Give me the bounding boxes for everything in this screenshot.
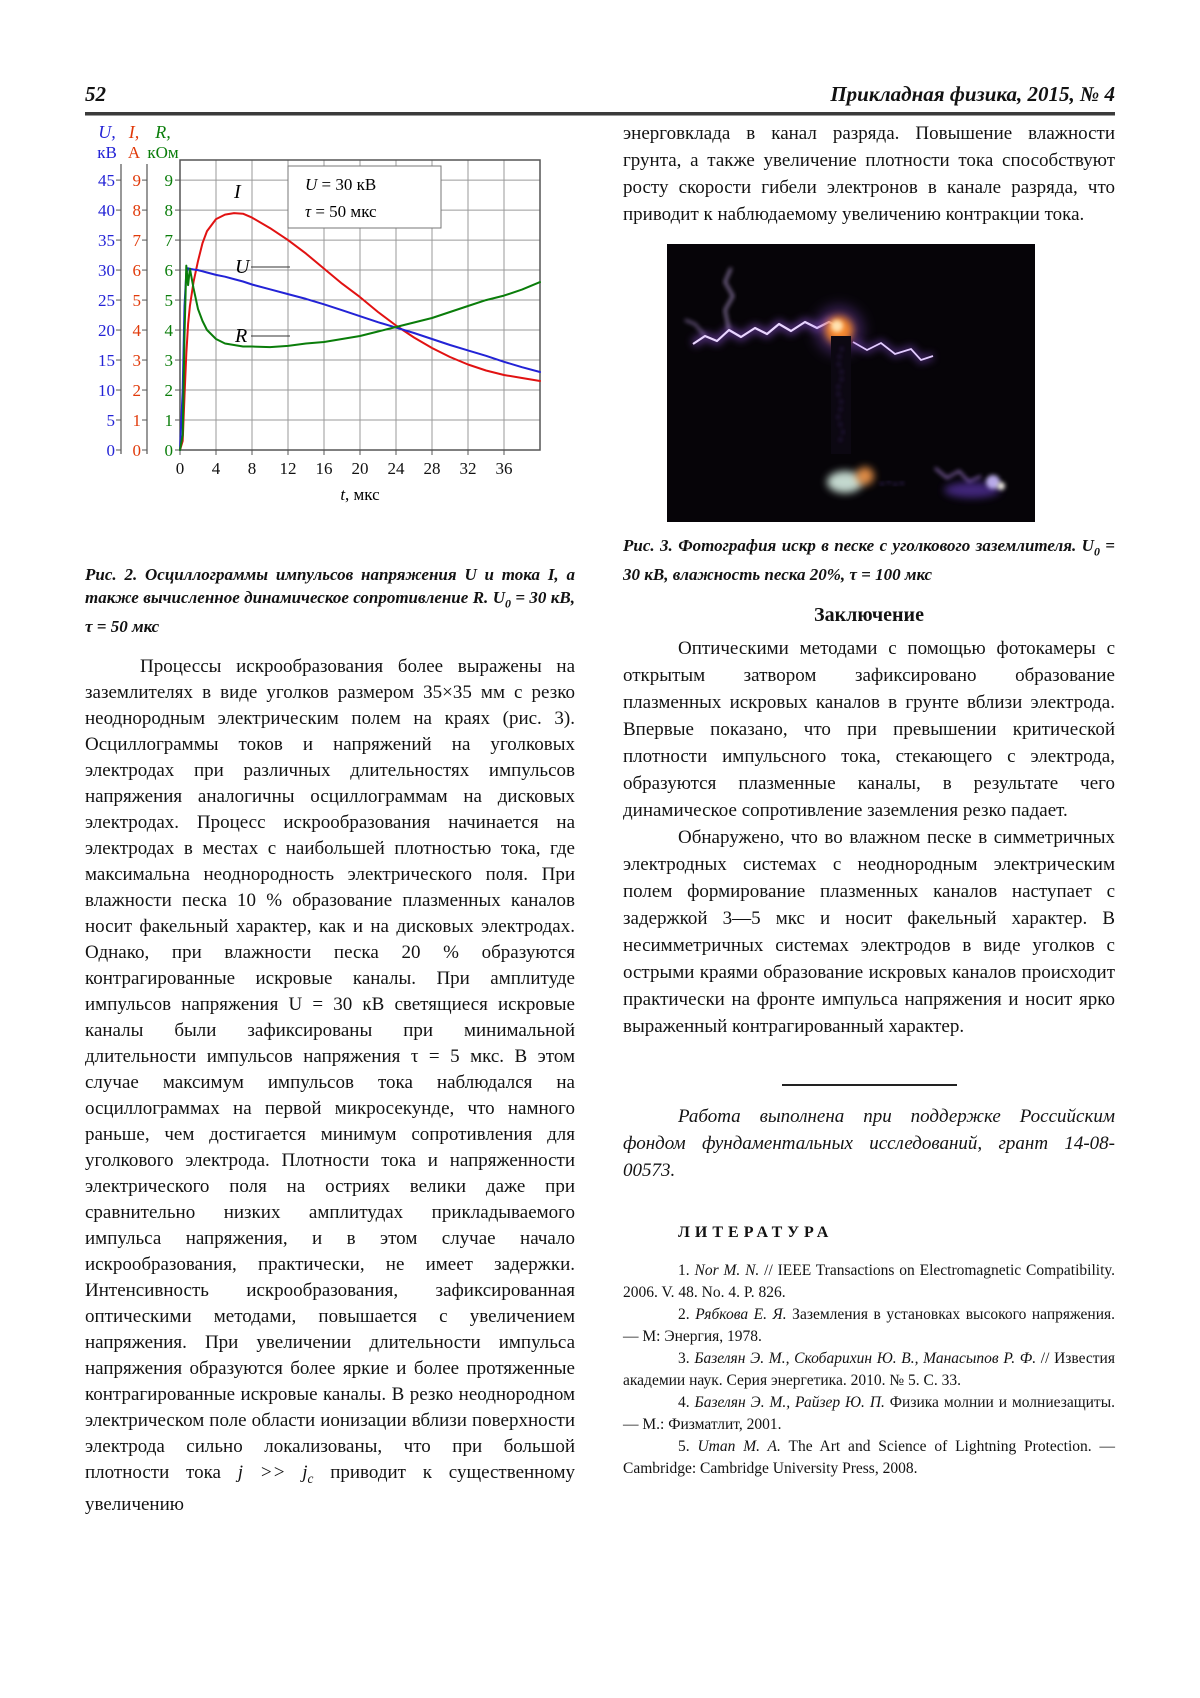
x-tick-label: 36 (496, 459, 513, 478)
figure3-photo-svg (667, 244, 1035, 522)
curve-label-i: I (233, 181, 242, 203)
chart-series-I (179, 212, 541, 451)
reference-item: 3. Базелян Э. М., Скобарихин Ю. В., Мана… (623, 1350, 1115, 1390)
spark-branch-left (684, 319, 706, 337)
curve-label-r: R (234, 325, 247, 347)
hot-spot-core (831, 320, 843, 332)
y-tick-label: 0 (133, 441, 142, 460)
axis-unit-i: А (128, 143, 141, 162)
reference-item: 5. Uman M. A. The Art and Science of Lig… (623, 1438, 1115, 1478)
ground-glow-orange (856, 467, 874, 485)
y-tick-label: 1 (165, 411, 174, 430)
y-tick-label: 5 (107, 411, 116, 430)
footnote-rule (781, 1084, 957, 1087)
acknowledgment: Работа выполнена при поддержке Российски… (623, 1106, 1115, 1182)
y-tick-label: 3 (165, 351, 174, 370)
spark-branch-up (723, 267, 735, 331)
x-tick-label: 12 (280, 459, 297, 478)
inset-box (287, 165, 442, 229)
left-body-paragraph: Процессы искрообразования более выражены… (85, 656, 576, 1516)
spark-cluster-spot (986, 475, 1000, 489)
x-tick-label: 0 (176, 459, 185, 478)
axis-title-i: I, (128, 122, 140, 142)
literature-heading: ЛИТЕРАТУРА (678, 1224, 834, 1242)
electrode-shadow (831, 336, 851, 454)
inset-line1: U = 30 кВ (305, 175, 376, 194)
conclusion-paragraph-2: Обнаружено, что во влажном песке в симме… (623, 827, 1115, 1038)
y-tick-label: 9 (133, 171, 142, 190)
y-tick-label: 35 (98, 231, 115, 250)
page-header: 52 Прикладная физика, 2015, № 4 (85, 82, 1115, 107)
conclusion-paragraph-1: Оптическими методами с помощью фотокамер… (623, 638, 1115, 822)
x-axis-label: t, мкс (340, 485, 380, 504)
right-top-paragraph: энерговклада в канал разряда. Повышение … (623, 123, 1115, 225)
electrode-speckles (835, 347, 845, 445)
spark-cluster-white (997, 482, 1005, 490)
y-tick-label: 20 (98, 321, 115, 340)
y-tick-label: 4 (133, 321, 142, 340)
spark-right-bolt (852, 341, 934, 362)
axis-unit-u: кВ (97, 143, 117, 162)
y-tick-label: 4 (165, 321, 174, 340)
page-number: 52 (85, 82, 106, 106)
y-tick-label: 5 (165, 291, 174, 310)
y-tick-label: 40 (98, 201, 115, 220)
y-tick-label: 8 (133, 201, 142, 220)
x-tick-label: 16 (316, 459, 333, 478)
y-tick-label: 30 (98, 261, 115, 280)
y-tick-label: 45 (98, 171, 115, 190)
x-tick-label: 8 (248, 459, 257, 478)
y-tick-label: 6 (133, 261, 142, 280)
axis-title-r: R, (154, 122, 171, 142)
y-tick-label: 0 (107, 441, 116, 460)
y-tick-label: 15 (98, 351, 115, 370)
y-tick-label: 7 (133, 231, 142, 250)
x-tick-label: 32 (460, 459, 477, 478)
spark-cluster-glow (944, 482, 1000, 498)
left-column: 0 5 10 15 20 25 30 35 40 45 0 1 2 3 4 5 6 7 8 9 0 1 2 3 4 5 6 7 8 9 0 4… (85, 120, 575, 1518)
reference-item: 4. Базелян Э. М., Райзер Ю. П. Физика мо… (623, 1394, 1115, 1434)
figure3-caption: Рис. 3. Фотография искр в песке с уголко… (623, 536, 1115, 585)
right-column: энерговклада в канал разряда. Повышение … (623, 120, 1115, 1480)
figure2-caption: Рис. 2. Осциллограммы импульсов напряжен… (85, 565, 575, 637)
x-tick-label: 24 (388, 459, 406, 478)
y-tick-label: 8 (165, 201, 174, 220)
inset-line2: τ = 50 мкс (305, 202, 377, 221)
y-tick-label: 1 (133, 411, 142, 430)
y-tick-label: 5 (133, 291, 142, 310)
x-tick-label: 20 (352, 459, 369, 478)
y-tick-label: 0 (165, 441, 174, 460)
y-tick-label: 25 (98, 291, 115, 310)
y-tick-label: 2 (133, 381, 142, 400)
x-tick-label: 4 (212, 459, 221, 478)
journal-title: Прикладная физика, 2015, № 4 (830, 82, 1115, 106)
spark-cluster-bolt (934, 467, 982, 484)
ground-speckles-mid (880, 480, 906, 487)
x-tick-label: 28 (424, 459, 441, 478)
y-tick-label: 7 (165, 231, 174, 250)
reference-item: 2. Рябкова Е. Я. Заземления в установках… (623, 1306, 1116, 1346)
figure3-photo (667, 244, 1035, 522)
y-tick-label: 9 (165, 171, 174, 190)
y-tick-label: 2 (165, 381, 174, 400)
header-rule (85, 112, 1115, 116)
y-tick-label: 6 (165, 261, 174, 280)
curve-label-u: U (235, 256, 251, 278)
axis-title-u: U, (98, 122, 116, 142)
reference-item: 1. Nor M. N. // IEEE Transactions on Ele… (623, 1262, 1116, 1302)
axis-unit-r: кОм (147, 143, 179, 162)
conclusion-heading: Заключение (814, 604, 924, 627)
reference-list: 1. Nor M. N. // IEEE Transactions on Ele… (623, 1260, 1115, 1480)
chart-series-R (179, 264, 541, 451)
y-tick-label: 10 (98, 381, 115, 400)
y-tick-label: 3 (133, 351, 142, 370)
ground-glow-white (827, 471, 863, 493)
